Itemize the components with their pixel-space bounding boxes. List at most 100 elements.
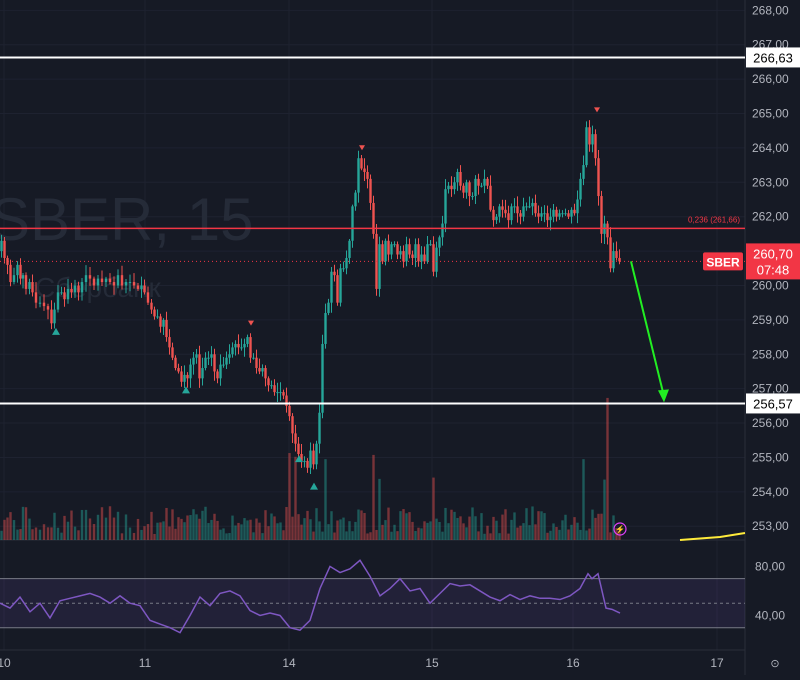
volume-bar [3,519,6,540]
candle-body [88,275,92,279]
volume-bar [597,513,600,540]
y-tick-label: 259,00 [752,313,789,327]
volume-bar [447,523,450,540]
candle-body [237,343,240,348]
y-tick-label: 266,00 [752,72,789,86]
lightning-icon [613,522,627,536]
volume-bar [279,522,282,540]
y-tick-label: 262,00 [752,210,789,224]
candle-body [561,213,564,215]
candle-body [435,247,438,272]
volume-bar [216,520,219,540]
volume-bar [261,533,264,540]
volume-bar [528,525,531,540]
volume-bar [201,510,204,540]
indicator-line [679,532,746,541]
volume-bar [414,531,417,540]
candle-body [207,357,210,359]
candle-body [38,302,42,304]
candle-body [189,364,192,379]
candle-body [474,178,477,197]
candle-body [171,347,174,358]
volume-bar [42,524,46,540]
candle-body [465,182,468,193]
candle-body [159,316,162,327]
volume-bar [444,507,447,540]
symbol-tag-label: SBER [706,255,740,269]
volume-bar [411,521,414,540]
candle-body [516,206,519,214]
volume-bar [399,511,402,540]
volume-bar [516,527,519,540]
volume-bar [143,526,146,540]
candle-body [92,278,96,286]
sell-marker [594,107,600,113]
volume-bar [80,509,84,540]
candle-body [420,254,423,262]
volume-bar [504,509,507,540]
candle-body [537,213,540,217]
candle-body [282,392,285,396]
volume-bar [477,531,480,540]
candle-body [600,196,603,234]
candle-body [261,368,264,372]
candle-body [345,257,348,269]
volume-bar [519,525,522,540]
candle-body [285,395,288,406]
volume-bar [38,529,42,540]
volume-bar [19,529,22,540]
volume-bar [342,517,345,540]
candle-body [480,185,483,187]
candle-body [183,374,186,382]
candle-body [120,275,124,286]
volume-bar [231,515,234,540]
candle-body [174,357,177,369]
volume-bar [243,518,246,540]
volume-bar [468,516,471,540]
volume-bar [70,510,73,540]
candle-body [327,302,330,313]
volume-bar [450,509,453,540]
candle-body [579,178,582,200]
candle-body [393,244,396,246]
volume-bar [153,533,156,540]
volume-bar [16,529,19,540]
volume-bar [522,523,525,540]
volume-bar [53,512,56,540]
candle-body [153,309,156,317]
candle-body [306,460,309,468]
candle-body [165,319,168,338]
y-tick-label: 254,00 [752,485,789,499]
volume-bar [273,516,276,540]
volume-bars [0,397,621,540]
candle-body [456,171,459,183]
last-price-countdown: 07:48 [757,262,790,277]
volume-bar [300,524,303,540]
volume-bar [378,478,381,540]
candle-body [369,178,372,203]
candle-body [70,288,73,293]
volume-bar [177,517,180,540]
candle-body [309,450,312,468]
volume-bar [495,520,498,540]
candle-body [291,416,294,434]
volume-bar [390,531,393,540]
volume-bar [306,510,309,540]
volume-bar [366,533,369,540]
volume-bar [531,506,534,540]
rsi-tick-label: 80,00 [755,559,785,573]
candles [0,120,621,475]
candle-body [342,268,345,270]
volume-bar [315,508,318,540]
volume-bar [159,522,162,540]
volume-bar [321,531,324,540]
volume-bar [288,453,291,540]
volume-bar [183,522,186,540]
volume-bar [483,533,486,540]
fib-label: 0,236 (261,66) [688,215,740,224]
candle-body [112,282,116,286]
candle-body [186,374,189,379]
volume-bar [417,527,420,540]
volume-bar [372,454,375,540]
